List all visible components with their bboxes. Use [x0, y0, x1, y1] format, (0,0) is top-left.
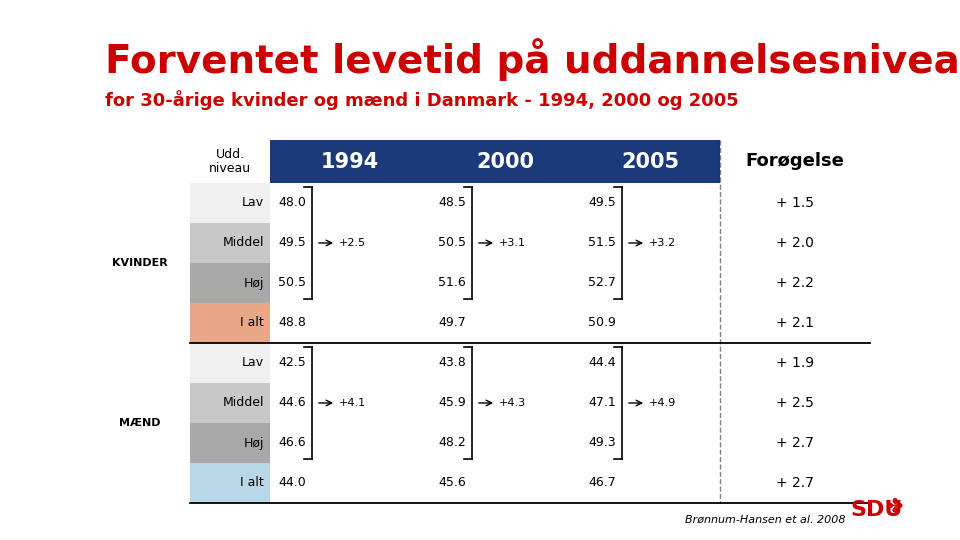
Text: 42.5: 42.5 [278, 356, 305, 369]
Text: 46.6: 46.6 [278, 436, 305, 449]
Text: for 30-årige kvinder og mænd i Danmark - 1994, 2000 og 2005: for 30-årige kvinder og mænd i Danmark -… [105, 90, 739, 110]
Text: +3.1: +3.1 [499, 238, 526, 248]
Text: 45.6: 45.6 [438, 476, 466, 489]
Text: +4.3: +4.3 [499, 398, 526, 408]
Text: 1994: 1994 [321, 152, 379, 172]
Text: Middel: Middel [223, 396, 264, 409]
Text: 2000: 2000 [476, 152, 534, 172]
Text: I alt: I alt [240, 316, 264, 329]
Text: 52.7: 52.7 [588, 276, 616, 289]
Text: 48.2: 48.2 [438, 436, 466, 449]
Text: 51.6: 51.6 [438, 276, 466, 289]
Text: 48.5: 48.5 [438, 197, 466, 210]
Text: 50.5: 50.5 [438, 237, 466, 249]
Text: MÆND: MÆND [119, 418, 160, 428]
Text: + 2.7: + 2.7 [776, 436, 814, 450]
Bar [190, 463, 270, 503]
Text: 51.5: 51.5 [588, 237, 616, 249]
Bar [190, 423, 270, 463]
Text: +4.1: +4.1 [339, 398, 366, 408]
Text: Middel: Middel [223, 237, 264, 249]
Text: I alt: I alt [240, 476, 264, 489]
Text: 49.3: 49.3 [588, 436, 615, 449]
Text: KVINDER: KVINDER [112, 258, 168, 268]
Text: 45.9: 45.9 [438, 396, 466, 409]
Text: + 2.0: + 2.0 [776, 236, 814, 250]
Bar [190, 343, 270, 383]
Text: 43.8: 43.8 [438, 356, 466, 369]
Bar [190, 303, 270, 343]
Text: SDU: SDU [850, 500, 902, 520]
Text: +3.2: +3.2 [649, 238, 676, 248]
Text: + 2.2: + 2.2 [776, 276, 814, 290]
Bar [190, 223, 270, 263]
Text: Høj: Høj [244, 276, 264, 289]
Text: 49.7: 49.7 [438, 316, 466, 329]
Text: Forventet levetid på uddannelsesniveau: Forventet levetid på uddannelsesniveau [105, 38, 960, 81]
Text: Høj: Høj [244, 436, 264, 449]
Text: 50.9: 50.9 [588, 316, 616, 329]
Text: + 2.1: + 2.1 [776, 316, 814, 330]
Text: Brønnum-Hansen et al. 2008: Brønnum-Hansen et al. 2008 [685, 515, 846, 525]
Text: 46.7: 46.7 [588, 476, 615, 489]
Text: ✤: ✤ [886, 496, 902, 515]
Text: + 2.7: + 2.7 [776, 476, 814, 490]
Text: 50.5: 50.5 [278, 276, 306, 289]
Text: +4.9: +4.9 [649, 398, 676, 408]
Text: 49.5: 49.5 [588, 197, 615, 210]
Text: 49.5: 49.5 [278, 237, 305, 249]
Text: 44.0: 44.0 [278, 476, 305, 489]
Text: 2005: 2005 [621, 152, 679, 172]
Text: +2.5: +2.5 [339, 238, 366, 248]
Bar [190, 263, 270, 303]
Bar [270, 140, 720, 183]
Text: 48.8: 48.8 [278, 316, 306, 329]
Text: 47.1: 47.1 [588, 396, 615, 409]
Text: 44.4: 44.4 [588, 356, 615, 369]
Text: Forøgelse: Forøgelse [746, 152, 845, 171]
Text: Udd.
niveau: Udd. niveau [209, 147, 252, 176]
Bar [190, 383, 270, 423]
Text: Lav: Lav [242, 356, 264, 369]
Text: + 1.9: + 1.9 [776, 356, 814, 370]
Text: + 2.5: + 2.5 [776, 396, 814, 410]
Bar [190, 183, 270, 223]
Text: Lav: Lav [242, 197, 264, 210]
Text: + 1.5: + 1.5 [776, 196, 814, 210]
Text: 44.6: 44.6 [278, 396, 305, 409]
Text: 48.0: 48.0 [278, 197, 306, 210]
